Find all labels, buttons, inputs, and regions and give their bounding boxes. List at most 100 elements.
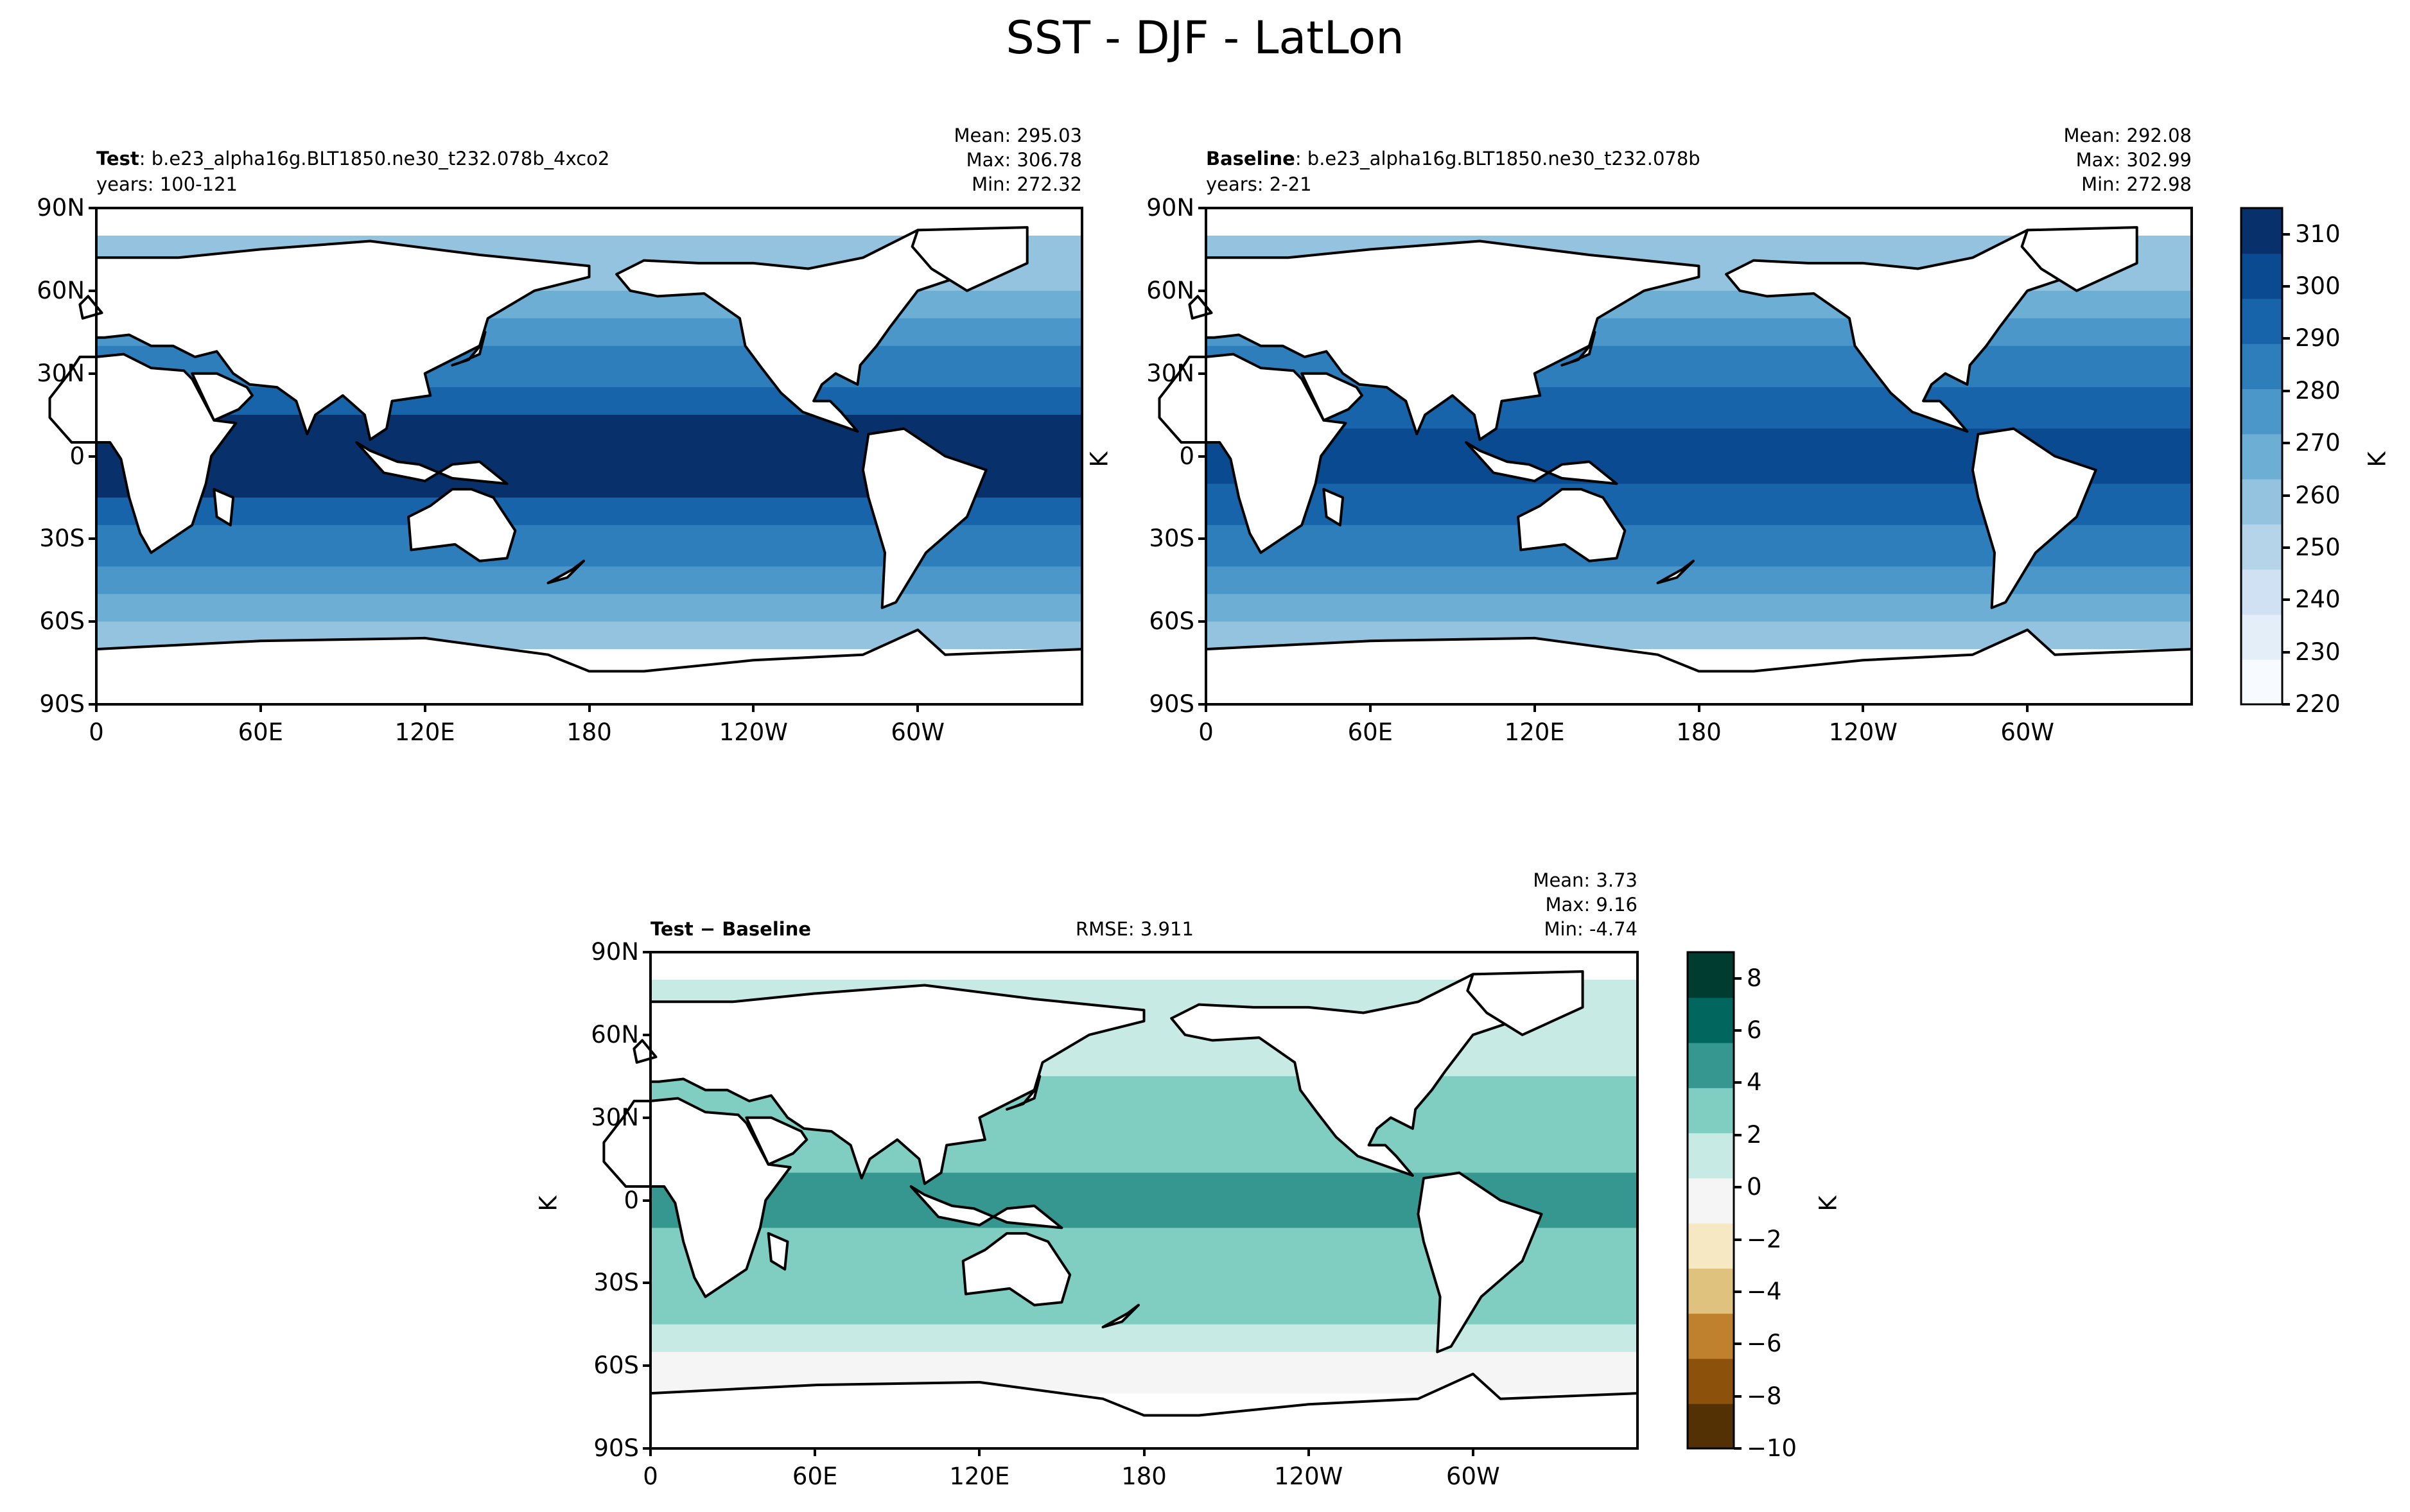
diff-colorbar-swatch-1 — [1688, 1358, 1734, 1404]
test-ytick-mark — [89, 537, 96, 541]
coastline-2 — [649, 984, 1146, 1185]
diff-colorbar-swatch-5 — [1688, 1177, 1734, 1224]
diff-colorbar-swatch-6 — [1688, 1133, 1734, 1179]
base-band-17 — [1206, 442, 2192, 457]
baseline-title: Baseline: b.e23_alpha16g.BLT1850.ne30_t2… — [1206, 146, 1700, 171]
diff-band-17 — [651, 1186, 1637, 1201]
base-band-25 — [1206, 552, 2192, 568]
diff-xtick-mark — [649, 1448, 652, 1456]
diff-band-21 — [651, 1241, 1637, 1256]
figure-title: SST - DJF - LatLon — [1006, 12, 1404, 64]
diff-colorbar-swatch-4 — [1688, 1222, 1734, 1269]
test-title: Test: b.e23_alpha16g.BLT1850.ne30_t232.0… — [96, 146, 609, 171]
test-ytick-label: 60S — [39, 607, 85, 636]
diff-map — [602, 951, 1639, 1450]
coastline-9 — [1560, 331, 1596, 367]
test-ytick-mark — [89, 207, 96, 209]
test-band-15 — [96, 415, 1082, 430]
coastline-2 — [1205, 239, 1700, 441]
test-xtick-label: 180 — [566, 718, 612, 746]
test-ytick-label: 90N — [37, 194, 85, 222]
diff-colorbar-tick-mark — [1734, 1081, 1742, 1084]
sst-colorbar-swatch-5 — [2241, 433, 2282, 480]
sst-colorbar-frame — [2240, 207, 2283, 706]
test-xtick-label: 120E — [394, 718, 455, 746]
base-band-30 — [1206, 621, 2192, 636]
diff-band-18 — [651, 1200, 1637, 1215]
test-xtick-label: 0 — [89, 718, 104, 746]
diff-band-25 — [651, 1296, 1637, 1312]
diff-xtick-label: 0 — [643, 1463, 658, 1490]
sst-colorbar-tick-mark — [2282, 598, 2290, 602]
diff-title: Test − Baseline — [651, 917, 811, 941]
diff-xtick-mark — [1471, 1448, 1474, 1456]
diff-colorbar-tick-label: 0 — [1747, 1173, 1762, 1201]
diff-ytick-label: 30N — [591, 1103, 639, 1131]
diff-band-24 — [651, 1283, 1637, 1298]
coastline-12 — [767, 1232, 789, 1271]
base-band-23 — [1206, 525, 2192, 540]
sst-colorbar-tick-mark — [2282, 337, 2290, 340]
sst-colorbar-swatch-4 — [2241, 478, 2282, 525]
coastline-8 — [355, 441, 509, 485]
diff-band-26 — [651, 1310, 1637, 1325]
test-ytick-mark — [89, 620, 96, 623]
diff-ytick-mark — [643, 1364, 651, 1368]
test-xtick-mark — [588, 704, 591, 712]
test-xtick-mark — [916, 704, 920, 712]
diff-xtick-label: 180 — [1121, 1463, 1167, 1490]
test-band-27 — [96, 580, 1082, 595]
coastline-7 — [2020, 226, 2138, 292]
baseline-ytick-mark — [1198, 289, 1206, 292]
baseline-map — [1158, 207, 2193, 706]
diff-ytick-mark — [643, 951, 651, 953]
sst-colorbar-tick-mark — [2282, 285, 2290, 288]
land-masses — [48, 226, 1083, 706]
diff-colorbar-tick-label: −8 — [1747, 1382, 1782, 1410]
diff-xtick-mark — [814, 1448, 817, 1456]
diff-colorbar-tick-label: 4 — [1747, 1068, 1762, 1097]
sst-colorbar-swatch-6 — [2241, 388, 2282, 435]
sst-colorbar-swatch-8 — [2241, 298, 2282, 344]
baseline-ytick-mark — [1198, 703, 1206, 706]
test-ytick-mark — [89, 703, 96, 706]
test-mean: Mean: 295.03 — [954, 125, 1082, 146]
sst-colorbar-swatch-7 — [2241, 343, 2282, 390]
diff-ytick-label: 60N — [591, 1020, 639, 1048]
test-stats: Mean: 295.03 Max: 306.78 Min: 272.32 — [889, 123, 1082, 196]
baseline-xtick-label: 120W — [1828, 718, 1898, 746]
test-band-28 — [96, 594, 1082, 609]
sst-colorbar-tick-label: 230 — [2295, 638, 2341, 666]
base-band-22 — [1206, 511, 2192, 526]
diff-colorbar-label: K — [1814, 1195, 1842, 1212]
land-masses — [602, 970, 1639, 1450]
coastline-5 — [407, 488, 517, 562]
diff-colorbar-tick-mark — [1734, 977, 1742, 980]
sst-colorbar-swatch-0 — [2241, 659, 2282, 705]
diff-band-29 — [651, 1351, 1637, 1367]
test-xtick-label: 60E — [238, 718, 284, 746]
test-band-25 — [96, 552, 1082, 568]
baseline-ytick-label: 60N — [1146, 276, 1194, 304]
test-map — [48, 207, 1083, 706]
sst-colorbar-swatch-10 — [2241, 208, 2282, 254]
base-band-18 — [1206, 456, 2192, 471]
test-ytick-label: 30S — [39, 525, 85, 553]
test-ytick-mark — [89, 455, 96, 458]
baseline-stats: Mean: 292.08 Max: 302.99 Min: 272.98 — [1999, 123, 2192, 196]
diff-ytick-mark — [643, 1199, 651, 1202]
diff-colorbar-frame — [1686, 951, 1735, 1450]
sst-colorbar-tick-mark — [2282, 650, 2290, 654]
diff-xtick-mark — [1142, 1448, 1146, 1456]
base-band-28 — [1206, 594, 2192, 609]
test-ytick-label: 60N — [37, 276, 85, 304]
base-band-27 — [1206, 580, 2192, 595]
diff-min: Min: -4.74 — [1544, 918, 1637, 940]
baseline-xtick-mark — [1368, 704, 1372, 712]
sst-colorbar-tick-label: 290 — [2295, 324, 2341, 352]
baseline-ytick-label: 90N — [1146, 194, 1194, 222]
test-xtick-label: 60W — [891, 718, 945, 746]
base-band-19 — [1206, 469, 2192, 485]
diff-xtick-mark — [978, 1448, 981, 1456]
test-xtick-label: 120W — [719, 718, 788, 746]
